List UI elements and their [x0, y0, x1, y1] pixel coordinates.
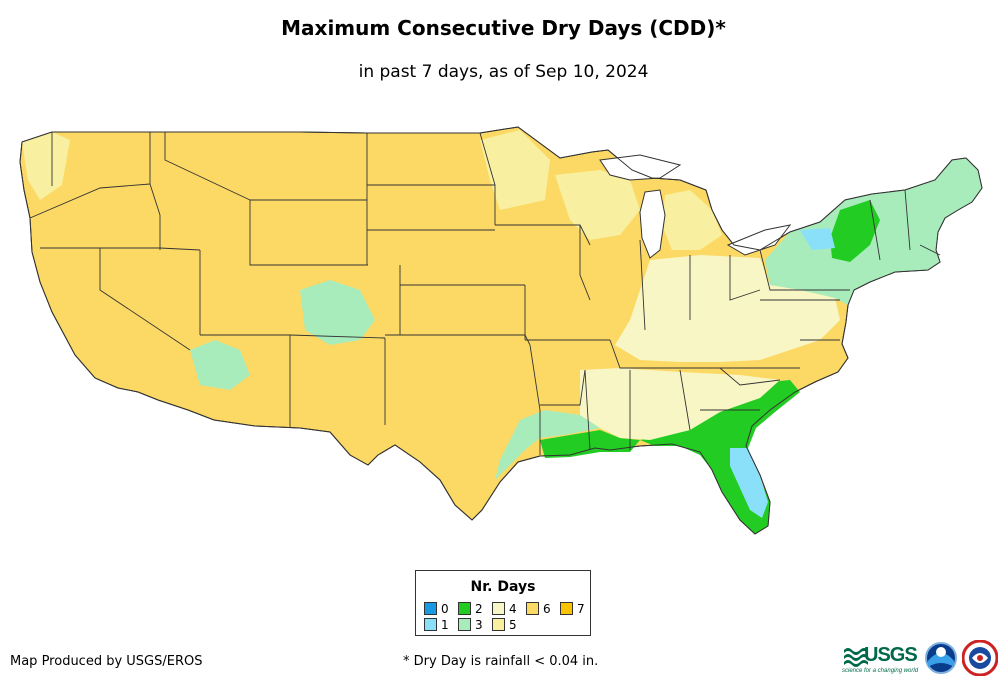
map-credit: Map Produced by USGS/EROS — [10, 654, 203, 669]
wet-region-northeast-blue — [800, 228, 835, 250]
wet-region-colorado — [300, 280, 375, 345]
legend-swatch — [526, 602, 539, 615]
legend-item-0: 0 — [424, 602, 449, 616]
legend-item-4: 4 — [492, 602, 517, 616]
usgs-logo-icon — [844, 648, 868, 667]
legend-label: 2 — [475, 602, 483, 616]
dry-day-footnote: * Dry Day is rainfall < 0.04 in. — [403, 654, 599, 669]
legend-swatch — [458, 618, 471, 631]
dry-region-north-dakota — [480, 130, 550, 210]
legend-item-7: 7 — [560, 602, 585, 616]
dry-region-michigan — [662, 190, 722, 250]
dry-region-pnw — [22, 132, 70, 200]
legend-label: 6 — [543, 602, 551, 616]
state-borders — [29, 132, 941, 455]
legend-title: Nr. Days — [470, 579, 536, 595]
wet-region-gulf-light — [495, 410, 600, 480]
dry-region-great-lakes — [555, 170, 640, 240]
legend-swatch — [560, 602, 573, 615]
legend-item-2: 2 — [458, 602, 483, 616]
lake-erie — [726, 224, 792, 256]
legend-item-5: 5 — [492, 618, 517, 632]
legend-label: 1 — [441, 618, 449, 632]
legend-swatch — [458, 602, 471, 615]
legend-item-6: 6 — [526, 602, 551, 616]
legend-swatch — [424, 618, 437, 631]
legend-label: 3 — [475, 618, 483, 632]
legend: Nr. Days 0 1 2 3 4 5 6 7 — [415, 570, 591, 636]
usgs-tagline: science for a changing world — [842, 668, 919, 674]
legend-swatch — [492, 618, 505, 631]
lake-superior — [599, 154, 682, 181]
nws-logo-icon — [962, 640, 998, 676]
legend-label: 5 — [509, 618, 517, 632]
usgs-wordmark: USGS — [864, 644, 918, 666]
conus-outline — [19, 126, 983, 535]
dry-region-ohio-valley — [615, 255, 840, 362]
wet-region-northeast-green — [830, 200, 880, 262]
wet-region-arizona — [190, 340, 250, 390]
legend-grid: 0 1 2 3 4 5 6 7 — [424, 602, 594, 634]
map-subtitle: in past 7 days, as of Sep 10, 2024 — [358, 62, 649, 82]
legend-swatch — [424, 602, 437, 615]
legend-label: 0 — [441, 602, 449, 616]
legend-label: 7 — [577, 602, 585, 616]
legend-swatch — [492, 602, 505, 615]
wet-region-florida-blue — [730, 448, 768, 518]
agency-logos: USGS science for a changing world — [842, 638, 1002, 678]
legend-label: 4 — [509, 602, 517, 616]
lake-michigan — [639, 189, 666, 259]
map-title: Maximum Consecutive Dry Days (CDD)* — [281, 16, 726, 40]
noaa-logo-icon — [925, 642, 957, 674]
legend-item-3: 3 — [458, 618, 483, 632]
legend-item-1: 1 — [424, 618, 449, 632]
